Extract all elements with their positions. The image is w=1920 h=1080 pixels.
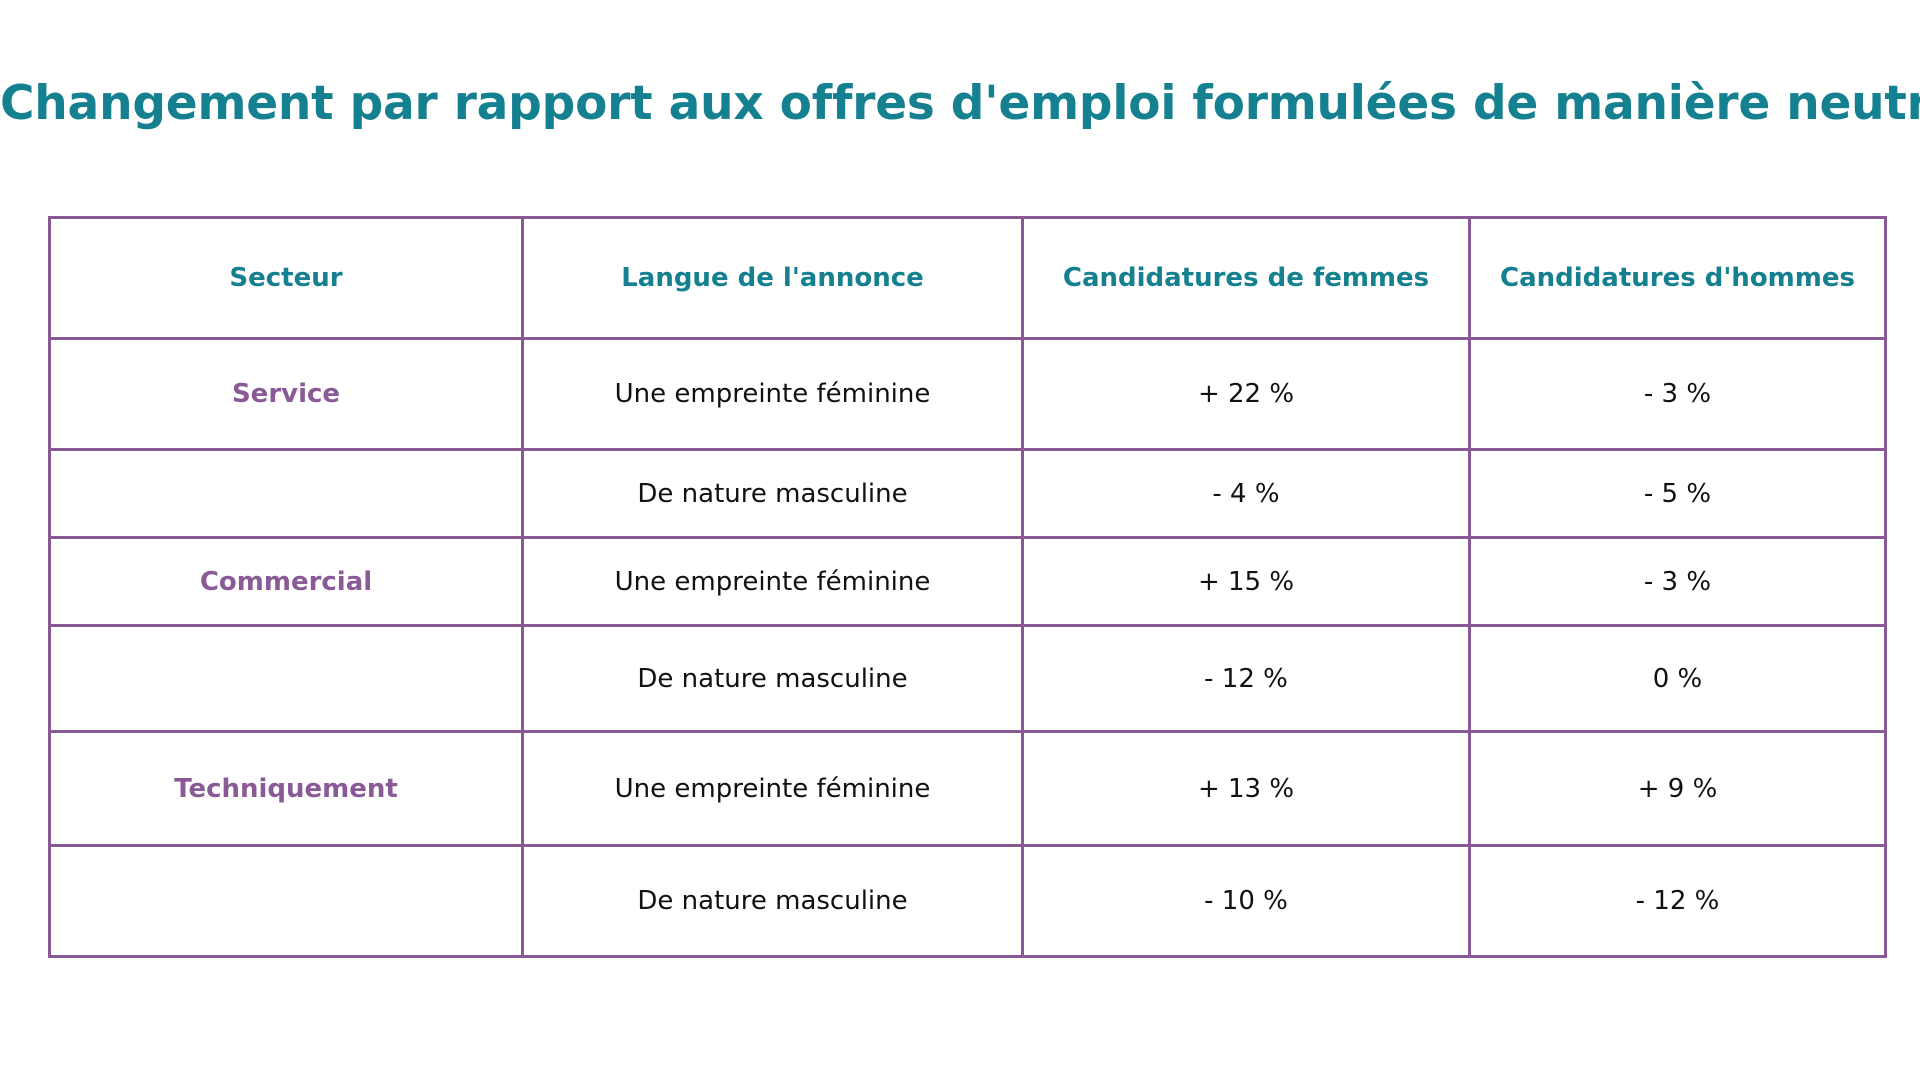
header-langue: Langue de l'annonce [521, 216, 1024, 340]
language-cell: Une empreinte féminine [521, 337, 1024, 451]
language-cell: De nature masculine [521, 844, 1024, 958]
women-value-cell: + 22 % [1021, 337, 1471, 451]
table-row: Commercial Une empreinte féminine + 15 %… [48, 536, 1887, 627]
women-value-cell: + 13 % [1021, 730, 1471, 847]
sector-cell: Commercial [48, 536, 524, 627]
men-value-cell: - 3 % [1468, 337, 1887, 451]
page-title: Changement par rapport aux offres d'empl… [0, 76, 1920, 131]
language-cell: Une empreinte féminine [521, 730, 1024, 847]
sector-cell [48, 448, 524, 539]
header-secteur: Secteur [48, 216, 524, 340]
table-row: Service Une empreinte féminine + 22 % - … [48, 337, 1887, 451]
women-value-cell: + 15 % [1021, 536, 1471, 627]
data-table: Secteur Langue de l'annonce Candidatures… [48, 216, 1887, 958]
header-candidatures-femmes: Candidatures de femmes [1021, 216, 1471, 340]
men-value-cell: - 12 % [1468, 844, 1887, 958]
men-value-cell: - 3 % [1468, 536, 1887, 627]
women-value-cell: - 12 % [1021, 624, 1471, 733]
language-cell: De nature masculine [521, 624, 1024, 733]
table-row: Techniquement Une empreinte féminine + 1… [48, 730, 1887, 847]
women-value-cell: - 10 % [1021, 844, 1471, 958]
table-header-row: Secteur Langue de l'annonce Candidatures… [48, 216, 1887, 340]
table-row: De nature masculine - 10 % - 12 % [48, 844, 1887, 958]
sector-cell [48, 624, 524, 733]
table-row: De nature masculine - 4 % - 5 % [48, 448, 1887, 539]
language-cell: Une empreinte féminine [521, 536, 1024, 627]
men-value-cell: + 9 % [1468, 730, 1887, 847]
men-value-cell: 0 % [1468, 624, 1887, 733]
sector-cell [48, 844, 524, 958]
sector-cell: Techniquement [48, 730, 524, 847]
table-row: De nature masculine - 12 % 0 % [48, 624, 1887, 733]
sector-cell: Service [48, 337, 524, 451]
language-cell: De nature masculine [521, 448, 1024, 539]
men-value-cell: - 5 % [1468, 448, 1887, 539]
women-value-cell: - 4 % [1021, 448, 1471, 539]
header-candidatures-hommes: Candidatures d'hommes [1468, 216, 1887, 340]
